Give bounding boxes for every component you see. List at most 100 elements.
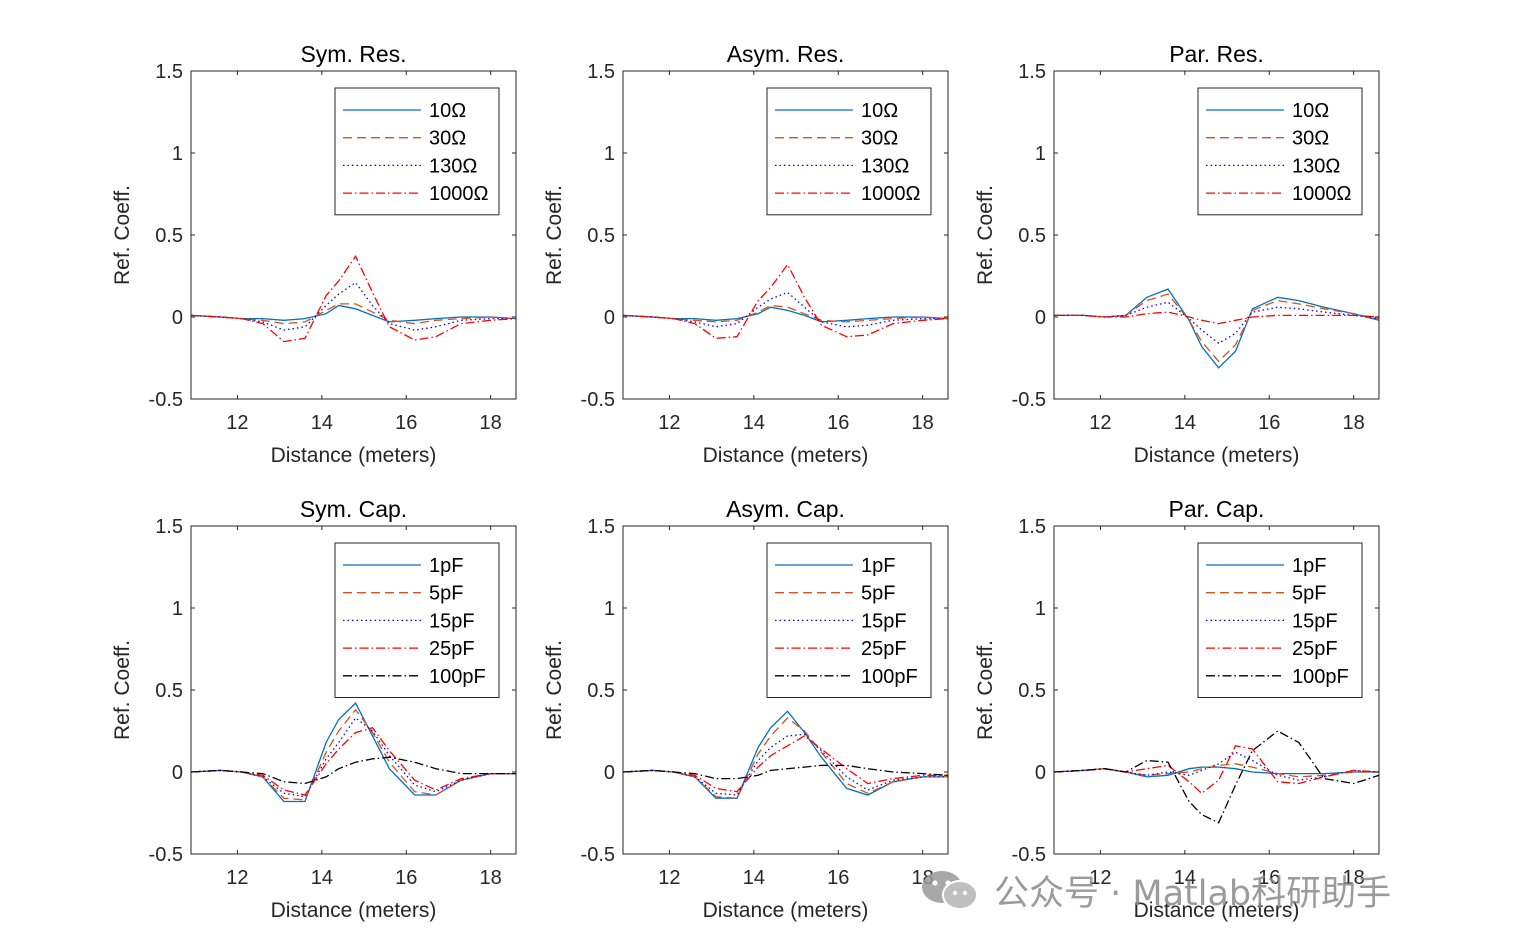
legend-label-30: 30Ω	[1292, 128, 1329, 150]
x-tick-label: 18	[480, 412, 502, 434]
y-axis-label: Ref. Coeff.	[543, 640, 566, 740]
axes-frame	[190, 525, 517, 855]
y-tick-label: 1	[604, 143, 615, 165]
series-line-100pF	[1054, 730, 1379, 824]
y-tick-label: -0.5	[1012, 844, 1046, 866]
legend: 10Ω 30Ω 130Ω 1000Ω	[334, 87, 500, 216]
legend-label-1pF: 1pF	[861, 555, 895, 577]
x-axis-label: Distance (meters)	[1134, 899, 1300, 922]
series-group	[191, 702, 516, 803]
y-axis-label: Ref. Coeff.	[974, 185, 997, 285]
series-group	[1054, 288, 1379, 369]
series-line-130	[623, 291, 948, 328]
axes-frame	[622, 525, 949, 855]
series-group	[623, 710, 948, 799]
axes-frame	[1053, 70, 1380, 400]
axes-frame	[622, 70, 949, 400]
y-tick-label: 1.5	[1018, 516, 1046, 538]
x-tick-label: 16	[395, 412, 417, 434]
x-tick-label: 18	[1343, 867, 1365, 889]
y-tick-label: 0	[172, 762, 183, 784]
y-axis-label: Ref. Coeff.	[543, 185, 566, 285]
x-axis-label: Distance (meters)	[271, 899, 437, 922]
y-tick-label: 1.5	[155, 516, 183, 538]
chart-title: Sym. Cap.	[300, 496, 407, 522]
x-tick-label: 12	[226, 867, 248, 889]
series-line-100pF	[191, 756, 516, 785]
y-tick-label: 0.5	[587, 680, 615, 702]
y-tick-label: 1.5	[155, 61, 183, 83]
x-tick-label: 14	[1174, 867, 1196, 889]
y-tick-label: 0.5	[587, 225, 615, 247]
x-tick-label: 18	[912, 412, 934, 434]
subplot-2: 12 14 16 18 -0.5 0 0.5 1 1.5 Asym. Res. Distance (…	[543, 41, 949, 467]
x-tick-label: 14	[1174, 412, 1196, 434]
y-tick-label: 1	[172, 598, 183, 620]
x-tick-label: 18	[1343, 412, 1365, 434]
x-tick-label: 16	[395, 867, 417, 889]
x-tick-label: 16	[827, 412, 849, 434]
subplot-1: 12 14 16 18 -0.5 0 0.5 1 1.5 Sym. Res. Distance (m…	[111, 41, 517, 467]
x-tick-label: 14	[743, 412, 765, 434]
legend: 10Ω 30Ω 130Ω 1000Ω	[766, 87, 932, 216]
series-line-130	[191, 281, 516, 331]
subplot-6: 12 14 16 18 -0.5 0 0.5 1 1.5 Par. Cap. Distance (m…	[974, 496, 1380, 922]
x-tick-label: 12	[658, 412, 680, 434]
series-line-1000	[1054, 311, 1379, 325]
y-tick-label: 1.5	[1018, 61, 1046, 83]
legend-label-5pF: 5pF	[1292, 583, 1326, 605]
legend-label-100pF: 100pF	[429, 666, 486, 688]
series-line-30	[1054, 293, 1379, 363]
legend-label-30: 30Ω	[429, 128, 466, 150]
series-line-1000	[623, 263, 948, 339]
chart-title: Par. Res.	[1169, 41, 1264, 67]
series-line-25pF	[623, 735, 948, 793]
x-tick-label: 14	[311, 867, 333, 889]
wechat-icon	[922, 871, 978, 910]
y-tick-label: -0.5	[149, 389, 183, 411]
legend-label-30: 30Ω	[861, 128, 898, 150]
legend: 1pF 5pF 15pF 25pF 100pF	[334, 542, 500, 698]
series-line-5pF	[623, 717, 948, 799]
y-axis-label: Ref. Coeff.	[111, 640, 134, 740]
legend-label-10: 10Ω	[429, 100, 466, 122]
legend-label-130: 130Ω	[1292, 155, 1340, 177]
legend-label-1000: 1000Ω	[861, 183, 920, 205]
series-group	[1054, 730, 1379, 824]
legend-label-1pF: 1pF	[1292, 555, 1326, 577]
watermark-text: 公众号 · Matlab科研助手	[994, 873, 1392, 914]
y-tick-label: 0.5	[155, 680, 183, 702]
legend: 1pF 5pF 15pF 25pF 100pF	[766, 542, 932, 698]
x-tick-label: 18	[480, 867, 502, 889]
x-tick-label: 16	[1258, 867, 1280, 889]
legend-label-100pF: 100pF	[1292, 666, 1349, 688]
x-axis-label: Distance (meters)	[703, 899, 869, 922]
y-tick-label: -0.5	[149, 844, 183, 866]
chart-title: Asym. Res.	[727, 41, 845, 67]
legend-label-25pF: 25pF	[1292, 638, 1338, 660]
y-tick-label: 1	[1035, 598, 1046, 620]
y-tick-label: 0.5	[1018, 680, 1046, 702]
legend-label-25pF: 25pF	[429, 638, 475, 660]
y-tick-label: 0	[604, 307, 615, 329]
x-tick-label: 12	[1089, 867, 1111, 889]
x-tick-label: 12	[226, 412, 248, 434]
series-line-10	[623, 306, 948, 323]
x-tick-label: 14	[311, 412, 333, 434]
watermark: 公众号 · Matlab科研助手	[918, 862, 1478, 918]
chart-title: Par. Cap.	[1169, 496, 1265, 522]
series-line-25pF	[1054, 745, 1379, 795]
legend-label-25pF: 25pF	[861, 638, 907, 660]
y-tick-label: 1	[604, 598, 615, 620]
legend-label-5pF: 5pF	[861, 583, 895, 605]
axes-frame	[190, 70, 517, 400]
series-group	[191, 254, 516, 343]
y-tick-label: 0.5	[1018, 225, 1046, 247]
legend-label-130: 130Ω	[861, 155, 909, 177]
legend-label-10: 10Ω	[861, 100, 898, 122]
series-line-5pF	[191, 708, 516, 801]
y-tick-label: -0.5	[581, 389, 615, 411]
legend-label-1000: 1000Ω	[1292, 183, 1351, 205]
y-tick-label: 0	[604, 762, 615, 784]
